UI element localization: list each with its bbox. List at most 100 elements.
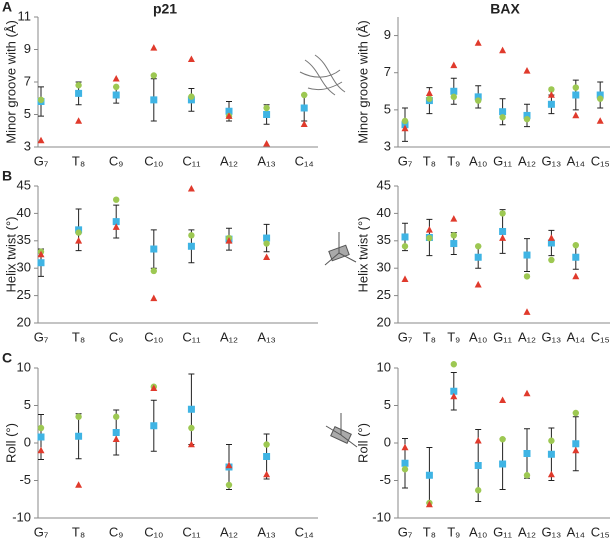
y-tick-label: 30 [377, 260, 391, 275]
x-tick-label: A₁₂ [220, 153, 238, 168]
mean-marker [450, 240, 458, 248]
triangle-marker [425, 89, 433, 96]
y-tick-label: 40 [377, 205, 391, 220]
mean-marker [225, 107, 233, 115]
triangle-marker [263, 139, 271, 147]
mean-marker [300, 104, 308, 112]
mean-marker [547, 450, 555, 458]
circle-marker [301, 91, 308, 99]
y-tick-label: 10 [17, 359, 31, 374]
y-tick-label: 5 [384, 101, 391, 116]
mean-marker [150, 245, 158, 253]
x-tick-label: C₁₁ [182, 329, 201, 344]
mean-marker [263, 453, 271, 460]
y-tick-label: 9 [24, 41, 31, 56]
circle-marker [113, 196, 120, 203]
mean-marker [150, 422, 158, 430]
triangle-marker [150, 294, 158, 302]
y-tick-label: -5 [379, 472, 391, 487]
triangle-marker [225, 237, 233, 244]
x-tick-label: C₁₅ [591, 153, 610, 168]
circle-marker [475, 243, 482, 250]
x-tick-label: T₉ [447, 153, 460, 168]
triangle-marker [425, 500, 433, 508]
triangle-marker [499, 46, 507, 54]
dna-icon [299, 54, 346, 96]
mean-marker [474, 93, 482, 101]
triangle-marker [187, 184, 195, 192]
y-tick-label: -10 [12, 509, 31, 524]
y-tick-label: 20 [377, 314, 391, 329]
x-tick-label: A₁₃ [257, 153, 275, 168]
mean-marker [425, 471, 433, 479]
y-tick-label: 20 [17, 314, 31, 329]
x-tick-label: A₁₂ [220, 524, 238, 539]
chart-title: BAX [490, 1, 520, 17]
triangle-marker [75, 481, 83, 488]
circle-marker [401, 466, 409, 473]
circle-marker [499, 114, 506, 121]
circle-marker [572, 84, 579, 91]
mean-marker [523, 251, 531, 259]
x-tick-label: A₁₄ [567, 153, 585, 168]
triangle-marker [425, 226, 433, 233]
circle-marker [401, 243, 409, 250]
x-tick-label: G₇ [398, 153, 413, 168]
x-tick-label: A₁₂ [518, 329, 536, 344]
circle-marker [475, 487, 482, 494]
circle-marker [75, 413, 82, 420]
triangle-marker [150, 44, 158, 51]
mean-marker [112, 91, 120, 99]
x-tick-label: C₁₀ [144, 153, 163, 168]
x-tick-label: T₈ [423, 524, 436, 539]
mean-marker [596, 91, 604, 99]
triangle-marker [263, 253, 271, 261]
circle-marker [150, 72, 157, 79]
y-tick-label: 0 [384, 434, 391, 449]
circle-marker [225, 481, 233, 489]
y-tick-label: 5 [384, 397, 391, 412]
triangle-marker [112, 435, 120, 443]
mean-marker [499, 227, 507, 235]
circle-marker [548, 256, 555, 264]
mean-marker [37, 259, 45, 267]
triangle-marker [150, 384, 158, 392]
circle-marker [523, 115, 531, 123]
mean-marker [572, 440, 580, 448]
y-tick-label: 3 [24, 138, 31, 153]
roll-icon [325, 413, 358, 448]
x-tick-label: A₁₂ [220, 329, 238, 344]
x-tick-label: C₉ [109, 524, 124, 539]
triangle-marker [112, 223, 120, 230]
triangle-marker [401, 275, 409, 282]
triangle-marker [572, 111, 580, 119]
mean-marker [450, 387, 458, 395]
triangle-marker [450, 392, 458, 400]
mean-marker [112, 218, 120, 226]
triangle-marker [572, 446, 580, 454]
circle-marker [450, 232, 457, 239]
x-tick-label: A₁₀ [469, 524, 487, 539]
circle-marker [263, 104, 270, 112]
x-tick-label: T₈ [72, 153, 85, 168]
y-tick-label: 35 [377, 232, 391, 247]
circle-marker [401, 117, 409, 125]
y-tick-label: -5 [19, 472, 31, 487]
triangle-marker [547, 234, 555, 241]
triangle-marker [523, 389, 531, 397]
triangle-marker [112, 74, 120, 82]
mean-marker [263, 111, 271, 118]
x-tick-label: A₁₀ [469, 153, 487, 168]
x-tick-label: T₈ [423, 329, 436, 344]
circle-marker [450, 93, 457, 101]
triangle-marker [474, 436, 482, 444]
triangle-marker [450, 61, 458, 69]
twist-icon [324, 232, 357, 266]
triangle-marker [572, 272, 580, 280]
triangle-marker [37, 250, 45, 258]
x-tick-label: G₇ [34, 329, 49, 344]
circle-marker [188, 232, 195, 239]
triangle-marker [37, 136, 45, 144]
y-tick-label: 25 [17, 287, 31, 302]
